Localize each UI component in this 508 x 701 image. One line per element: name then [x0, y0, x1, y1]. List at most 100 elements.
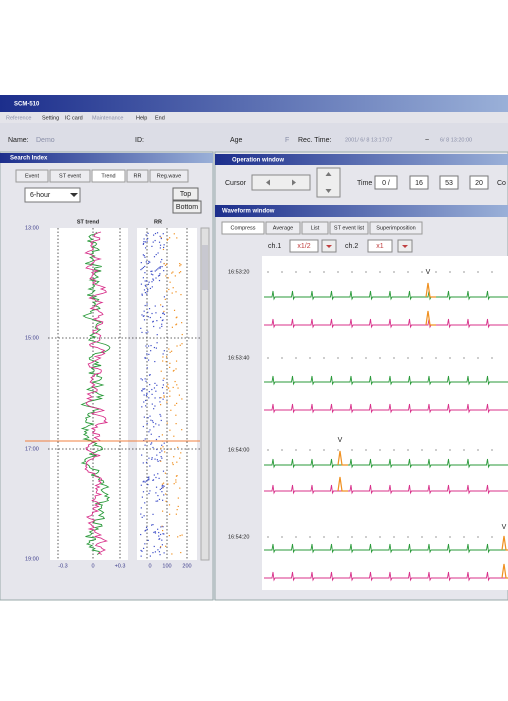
- rr-dot: [160, 236, 162, 239]
- tab[interactable]: [149, 169, 189, 183]
- ch2-gain-box[interactable]: [367, 239, 393, 253]
- rr-dot: [155, 312, 157, 314]
- rr-dot: [176, 509, 178, 511]
- menu-item[interactable]: Reference: [6, 115, 31, 121]
- tab[interactable]: [301, 221, 329, 235]
- rr-dot: [144, 357, 146, 359]
- rr-dot: [175, 479, 177, 481]
- time-field-value: 53: [445, 180, 453, 187]
- menu-item[interactable]: Setting: [42, 115, 59, 121]
- rr-dot: [157, 528, 159, 530]
- patient-name: Demo: [36, 137, 55, 144]
- scroll-thumb[interactable]: [202, 245, 208, 290]
- updown-buttons[interactable]: [316, 167, 341, 198]
- rr-dot: [157, 549, 159, 551]
- rr-dot: [152, 446, 154, 449]
- dot: [407, 536, 409, 538]
- dot: [407, 357, 409, 359]
- rr-dot: [147, 237, 149, 240]
- rr-dot: [175, 317, 177, 319]
- tab[interactable]: [15, 169, 49, 183]
- tab[interactable]: [329, 221, 369, 235]
- rr-dot: [140, 533, 142, 536]
- rr-dot: [169, 395, 171, 397]
- rr-dot: [177, 497, 179, 499]
- menu-item[interactable]: Help: [136, 115, 147, 121]
- pvc-beat: [501, 563, 508, 579]
- rr-dot: [145, 261, 147, 263]
- rr-dot: [176, 237, 178, 239]
- rr-dot: [165, 356, 168, 358]
- rr-dot: [166, 290, 168, 292]
- rr-dot: [141, 454, 143, 456]
- dot: [295, 271, 297, 273]
- menu-item[interactable]: IC card: [65, 115, 83, 121]
- rr-dot: [149, 490, 151, 492]
- rr-dot: [159, 413, 161, 416]
- rr-dot: [177, 446, 179, 448]
- rr-dot: [152, 523, 154, 526]
- trend-scrollbar[interactable]: [200, 227, 210, 561]
- time-field[interactable]: [469, 175, 489, 190]
- rr-dot: [156, 459, 158, 461]
- name-label: Name:: [8, 137, 29, 144]
- rr-dot: [145, 529, 147, 531]
- tab[interactable]: [221, 221, 265, 235]
- v-marker: V: [426, 269, 431, 276]
- rr-dot: [148, 397, 150, 399]
- ch2-arrow: [402, 245, 408, 248]
- tab[interactable]: [49, 169, 91, 183]
- rr-dot: [140, 484, 142, 486]
- menu-item[interactable]: Maintenance: [92, 115, 124, 121]
- cursor-buttons[interactable]: [251, 174, 311, 191]
- rr-dot: [166, 386, 168, 388]
- rr-dot: [149, 555, 151, 557]
- time-field[interactable]: [374, 175, 398, 190]
- period-select[interactable]: [24, 187, 81, 203]
- rr-dot: [163, 533, 165, 535]
- rr-dot: [171, 292, 173, 294]
- rr-dot: [148, 308, 151, 310]
- rr-dot: [162, 526, 164, 528]
- rr-dot: [162, 312, 164, 314]
- tab[interactable]: [265, 221, 301, 235]
- dot: [351, 357, 353, 359]
- st-axis-label: -0.3: [58, 563, 67, 569]
- top-button[interactable]: [172, 187, 199, 201]
- rr-dot: [160, 415, 162, 417]
- rr-dot: [140, 507, 142, 509]
- rr-dot: [174, 380, 176, 383]
- time-field[interactable]: [409, 175, 429, 190]
- rr-dot: [153, 474, 155, 476]
- dot: [491, 536, 493, 538]
- rr-dot: [163, 485, 165, 487]
- time-field-value: 20: [475, 180, 483, 187]
- rr-dot: [144, 481, 146, 483]
- dot: [365, 271, 367, 273]
- ch1-label: ch.1: [268, 243, 281, 250]
- rr-dot: [143, 416, 145, 418]
- time-field[interactable]: [439, 175, 459, 190]
- rr-dot: [151, 388, 153, 391]
- bottom-button[interactable]: [172, 200, 202, 214]
- ch1-gain-box[interactable]: [289, 239, 319, 253]
- tab[interactable]: [369, 221, 423, 235]
- dot: [365, 449, 367, 451]
- tab-label: ST event: [59, 173, 81, 179]
- rr-dot: [161, 483, 164, 485]
- rr-dot: [150, 350, 152, 352]
- tab[interactable]: [91, 169, 126, 183]
- rr-dot: [145, 480, 147, 482]
- dot: [463, 357, 465, 359]
- rr-dot: [167, 483, 169, 485]
- rr-dot: [151, 270, 153, 272]
- menu-item[interactable]: End: [155, 115, 165, 121]
- ecg-trace: [264, 543, 508, 554]
- rr-dot: [160, 455, 162, 458]
- rr-dot: [181, 429, 183, 431]
- dot: [295, 536, 297, 538]
- menu: Reference Setting IC card Maintenance Help En…: [6, 115, 165, 121]
- rr-dot: [154, 405, 156, 407]
- tab[interactable]: [126, 169, 149, 183]
- rr-dot: [169, 390, 171, 392]
